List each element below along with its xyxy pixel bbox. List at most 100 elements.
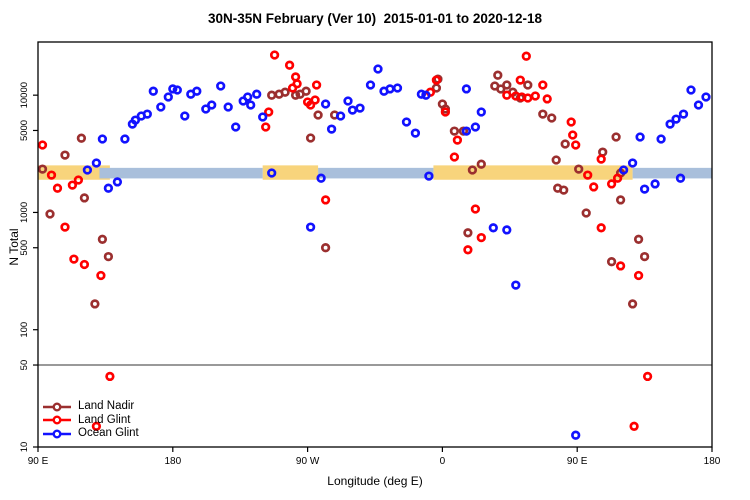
data-point-land-glint bbox=[470, 204, 481, 214]
data-point-land-glint bbox=[596, 223, 606, 233]
data-point-ocean-glint bbox=[120, 134, 130, 144]
data-point-ocean-glint bbox=[192, 86, 202, 96]
data-point-land-nadir bbox=[463, 228, 473, 238]
data-point-land-glint bbox=[305, 100, 316, 110]
data-point-land-nadir bbox=[313, 110, 323, 120]
x-axis-title: Longitude (deg E) bbox=[327, 474, 423, 488]
data-point-ocean-glint bbox=[639, 184, 650, 194]
data-point-ocean-glint bbox=[223, 102, 233, 112]
data-point-ocean-glint bbox=[163, 92, 173, 102]
data-point-land-nadir bbox=[90, 299, 100, 309]
data-point-land-nadir bbox=[574, 164, 584, 174]
data-point-land-glint bbox=[452, 135, 463, 145]
data-point-ocean-glint bbox=[103, 183, 114, 193]
data-point-land-nadir bbox=[290, 90, 301, 100]
y-tick-label: 50 bbox=[19, 360, 30, 371]
data-point-land-glint bbox=[284, 60, 295, 70]
data-point-land-glint bbox=[502, 90, 512, 100]
data-point-land-glint bbox=[269, 50, 280, 60]
data-point-land-nadir bbox=[560, 139, 570, 149]
land-band bbox=[262, 165, 319, 180]
data-point-land-nadir bbox=[598, 147, 608, 157]
data-point-land-glint bbox=[292, 79, 302, 89]
data-point-ocean-glint bbox=[216, 81, 226, 91]
data-point-ocean-glint bbox=[365, 80, 376, 90]
data-point-land-nadir bbox=[538, 109, 548, 119]
data-point-land-glint bbox=[538, 80, 548, 90]
data-point-ocean-glint bbox=[656, 134, 666, 144]
data-point-ocean-glint bbox=[207, 100, 217, 110]
legend-label-ocean-glint: Ocean Glint bbox=[78, 427, 139, 440]
data-point-land-nadir bbox=[37, 164, 48, 174]
data-point-ocean-glint bbox=[267, 168, 277, 178]
chart-title: 30N-35N February (Ver 10) 2015-01-01 to … bbox=[208, 11, 542, 26]
data-point-land-nadir bbox=[547, 113, 557, 123]
data-point-ocean-glint bbox=[416, 89, 427, 99]
data-point-land-glint bbox=[629, 421, 639, 431]
data-point-ocean-glint bbox=[180, 111, 190, 121]
data-point-land-nadir bbox=[606, 257, 617, 267]
data-point-land-glint bbox=[440, 107, 451, 117]
data-point-land-glint bbox=[46, 170, 57, 180]
legend: Land Nadir Land Glint Ocean Glint bbox=[42, 400, 139, 441]
x-tick-label: 180 bbox=[704, 456, 721, 467]
data-point-ocean-glint bbox=[401, 117, 412, 127]
data-point-land-nadir bbox=[76, 133, 87, 143]
data-point-ocean-glint bbox=[511, 280, 521, 290]
data-point-land-glint bbox=[583, 170, 593, 180]
data-point-ocean-glint bbox=[488, 223, 498, 233]
data-point-ocean-glint bbox=[392, 83, 403, 93]
y-tick-label: 1000 bbox=[19, 202, 30, 223]
data-point-land-glint bbox=[311, 80, 322, 90]
y-tick-label: 5000 bbox=[19, 120, 30, 141]
data-point-land-nadir bbox=[280, 87, 290, 97]
data-point-land-glint bbox=[320, 195, 331, 205]
data-point-ocean-glint bbox=[618, 165, 629, 175]
x-tick-label: 90 W bbox=[296, 456, 320, 467]
data-point-land-glint bbox=[568, 130, 578, 140]
data-point-land-nadir bbox=[551, 155, 561, 165]
data-point-land-nadir bbox=[502, 80, 512, 90]
data-point-ocean-glint bbox=[502, 225, 512, 235]
data-point-ocean-glint bbox=[130, 115, 141, 125]
data-point-land-glint bbox=[463, 245, 473, 255]
data-point-land-nadir bbox=[615, 195, 626, 205]
data-point-land-glint bbox=[96, 270, 106, 281]
data-point-ocean-glint bbox=[97, 134, 108, 144]
data-point-ocean-glint bbox=[335, 111, 346, 121]
data-point-land-glint bbox=[79, 259, 90, 270]
data-point-ocean-glint bbox=[671, 114, 681, 124]
data-point-ocean-glint bbox=[343, 96, 353, 106]
data-point-land-glint bbox=[523, 93, 533, 103]
data-point-land-glint bbox=[431, 75, 442, 85]
data-point-ocean-glint bbox=[246, 100, 256, 110]
data-point-land-glint bbox=[261, 122, 271, 132]
data-point-land-glint bbox=[612, 173, 623, 183]
data-point-land-glint bbox=[73, 175, 84, 185]
data-point-ocean-glint bbox=[686, 85, 696, 95]
data-point-land-glint bbox=[37, 140, 48, 150]
data-point-land-glint bbox=[290, 72, 301, 82]
data-point-land-nadir bbox=[45, 209, 55, 219]
x-tick-label: 180 bbox=[164, 456, 181, 467]
data-point-land-glint bbox=[264, 107, 274, 117]
y-tick-label: 500 bbox=[19, 240, 30, 256]
data-point-ocean-glint bbox=[385, 84, 395, 94]
data-point-ocean-glint bbox=[461, 126, 472, 136]
legend-item-land-nadir: Land Nadir bbox=[42, 400, 139, 414]
legend-label-land-glint: Land Glint bbox=[78, 413, 131, 426]
data-point-land-glint bbox=[542, 94, 552, 104]
data-point-ocean-glint bbox=[410, 128, 421, 138]
plot-border bbox=[37, 41, 713, 448]
data-point-ocean-glint bbox=[665, 119, 675, 129]
data-point-ocean-glint bbox=[91, 158, 102, 168]
data-point-land-glint bbox=[449, 152, 460, 162]
data-point-land-glint bbox=[476, 232, 486, 243]
y-axis-title: N Total bbox=[7, 228, 21, 266]
x-tick-label: 90 E bbox=[28, 456, 49, 467]
data-point-ocean-glint bbox=[168, 84, 178, 94]
data-point-land-glint bbox=[642, 371, 653, 382]
data-point-ocean-glint bbox=[142, 109, 152, 119]
